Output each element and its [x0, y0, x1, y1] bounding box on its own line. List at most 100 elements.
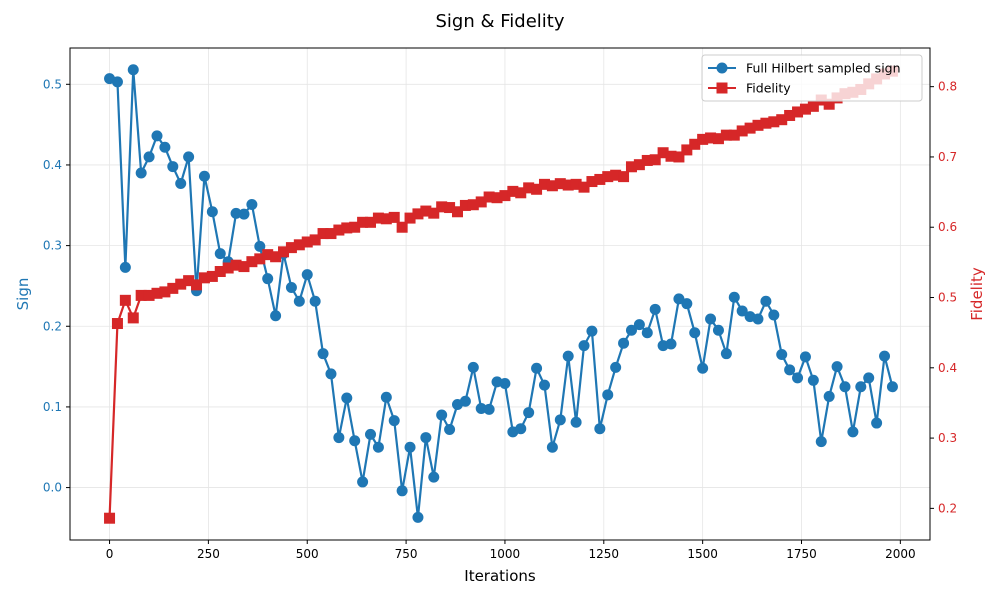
sign-point [847, 426, 859, 438]
fidelity-point [151, 287, 163, 299]
fidelity-point [380, 213, 392, 225]
fidelity-point [451, 206, 463, 218]
fidelity-point [214, 266, 226, 278]
fidelity-point [784, 109, 796, 121]
sign-point [467, 361, 479, 373]
sign-point [183, 151, 195, 163]
fidelity-point [183, 275, 195, 287]
sign-series [104, 64, 898, 523]
fidelity-point [752, 119, 764, 131]
sign-point [602, 389, 614, 401]
sign-point [372, 441, 384, 453]
sign-point [206, 206, 218, 218]
fidelity-point [317, 228, 329, 240]
x-tick-label: 750 [395, 547, 418, 561]
sign-point [776, 348, 788, 360]
legend-sign-marker [716, 62, 728, 74]
fidelity-point [412, 208, 424, 220]
fidelity-point [538, 178, 550, 190]
sign-point [127, 64, 139, 76]
x-tick-label: 500 [296, 547, 319, 561]
fidelity-point [143, 289, 155, 301]
fidelity-point [135, 289, 147, 301]
sign-point [317, 348, 329, 360]
x-axis-title: Iterations [464, 567, 536, 585]
fidelity-point [111, 318, 123, 330]
sign-point [159, 141, 171, 153]
fidelity-point [467, 199, 479, 211]
fidelity-point [744, 122, 756, 134]
sign-point [839, 381, 851, 393]
sign-point [499, 378, 511, 390]
fidelity-point [428, 207, 440, 219]
y-right-tick-label: 0.6 [938, 220, 957, 234]
sign-point [871, 417, 883, 429]
fidelity-point [357, 216, 369, 228]
fidelity-point [349, 221, 361, 233]
x-tick-label: 1000 [490, 547, 521, 561]
sign-point [705, 313, 717, 325]
fidelity-point [444, 202, 456, 214]
fidelity-point [436, 201, 448, 213]
sign-point [697, 362, 709, 374]
sign-point [633, 319, 645, 331]
fidelity-point [594, 173, 606, 185]
y-left-tick-label: 0.2 [43, 319, 62, 333]
fidelity-point [618, 171, 630, 183]
sign-point [285, 282, 297, 294]
sign-point [301, 269, 313, 281]
fidelity-point [175, 278, 187, 290]
fidelity-point [396, 221, 408, 233]
sign-point [886, 381, 898, 393]
fidelity-point [246, 256, 258, 268]
sign-point [720, 348, 732, 360]
fidelity-point [523, 182, 535, 194]
sign-point [610, 361, 622, 373]
sign-point [594, 423, 606, 435]
chart-title: Sign & Fidelity [436, 11, 565, 32]
sign-point [792, 372, 804, 384]
sign-point [641, 327, 653, 339]
fidelity-point [325, 228, 337, 240]
fidelity-point [633, 159, 645, 171]
sign-point [349, 435, 361, 447]
x-tick-label: 250 [197, 547, 220, 561]
fidelity-point [610, 169, 622, 181]
fidelity-point [823, 98, 835, 110]
sign-point [712, 324, 724, 336]
fidelity-point [531, 183, 543, 195]
y-right-tick-label: 0.2 [938, 501, 957, 515]
y-axis-right-title: Fidelity [968, 267, 986, 321]
fidelity-point [625, 161, 637, 173]
fidelity-point [602, 171, 614, 183]
sign-point [428, 471, 440, 483]
y-left-tick-label: 0.5 [43, 77, 62, 91]
x-tick-label: 1250 [589, 547, 620, 561]
sign-point [823, 390, 835, 402]
sign-point [325, 368, 337, 380]
y-axis-left-title: Sign [14, 278, 32, 311]
y-left-tick-label: 0.3 [43, 239, 62, 253]
sign-point [293, 295, 305, 307]
y-right-tick-label: 0.7 [938, 150, 957, 164]
fidelity-point [388, 211, 400, 223]
fidelity-point [554, 178, 566, 190]
sign-point [562, 350, 574, 362]
sign-point [855, 381, 867, 393]
fidelity-point [736, 125, 748, 137]
fidelity-point [206, 270, 218, 282]
sign-point [728, 291, 740, 303]
sign-point [365, 428, 377, 440]
sign-point [151, 130, 163, 142]
sign-point [135, 167, 147, 179]
sign-point [167, 161, 179, 173]
sign-point [538, 379, 550, 391]
fidelity-point [807, 100, 819, 112]
sign-point [815, 436, 827, 448]
sign-point [515, 423, 527, 435]
sign-point [807, 374, 819, 386]
fidelity-point [665, 150, 677, 162]
legend-sign-label: Full Hilbert sampled sign [746, 61, 901, 76]
fidelity-point [191, 279, 203, 291]
fidelity-point [697, 133, 709, 145]
